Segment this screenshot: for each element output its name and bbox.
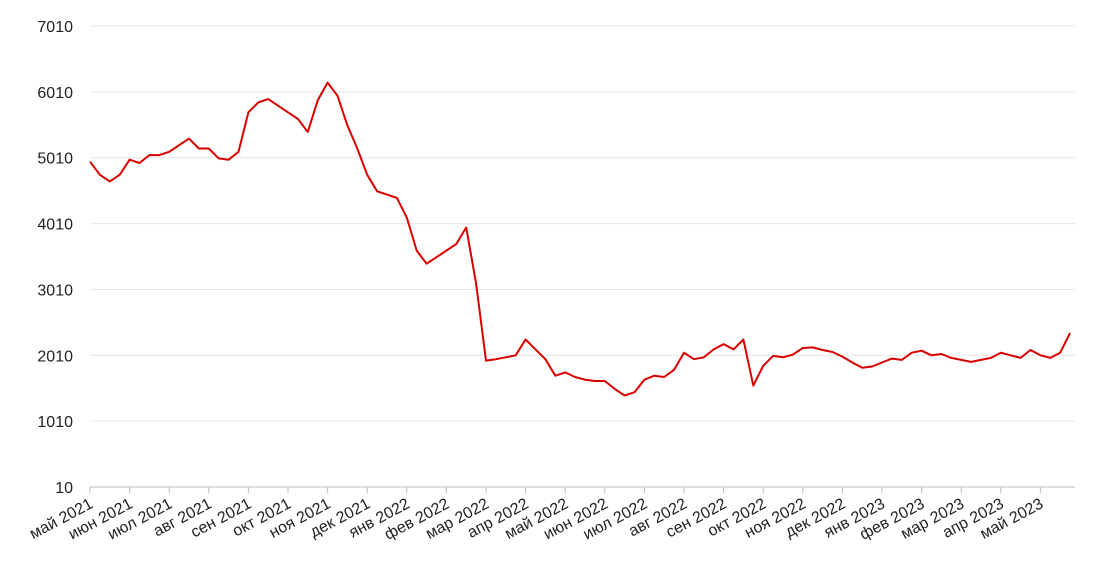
y-tick-label: 2010 [37,348,73,365]
y-tick-label: 1010 [37,414,73,431]
y-tick-label: 4010 [37,217,73,234]
price-line [89,81,1071,397]
y-tick-label: 10 [55,480,73,497]
y-tick-label: 7010 [37,19,73,36]
y-tick-label: 5010 [37,151,73,168]
y-tick-label: 6010 [37,85,73,102]
y-tick-label: 3010 [37,282,73,299]
